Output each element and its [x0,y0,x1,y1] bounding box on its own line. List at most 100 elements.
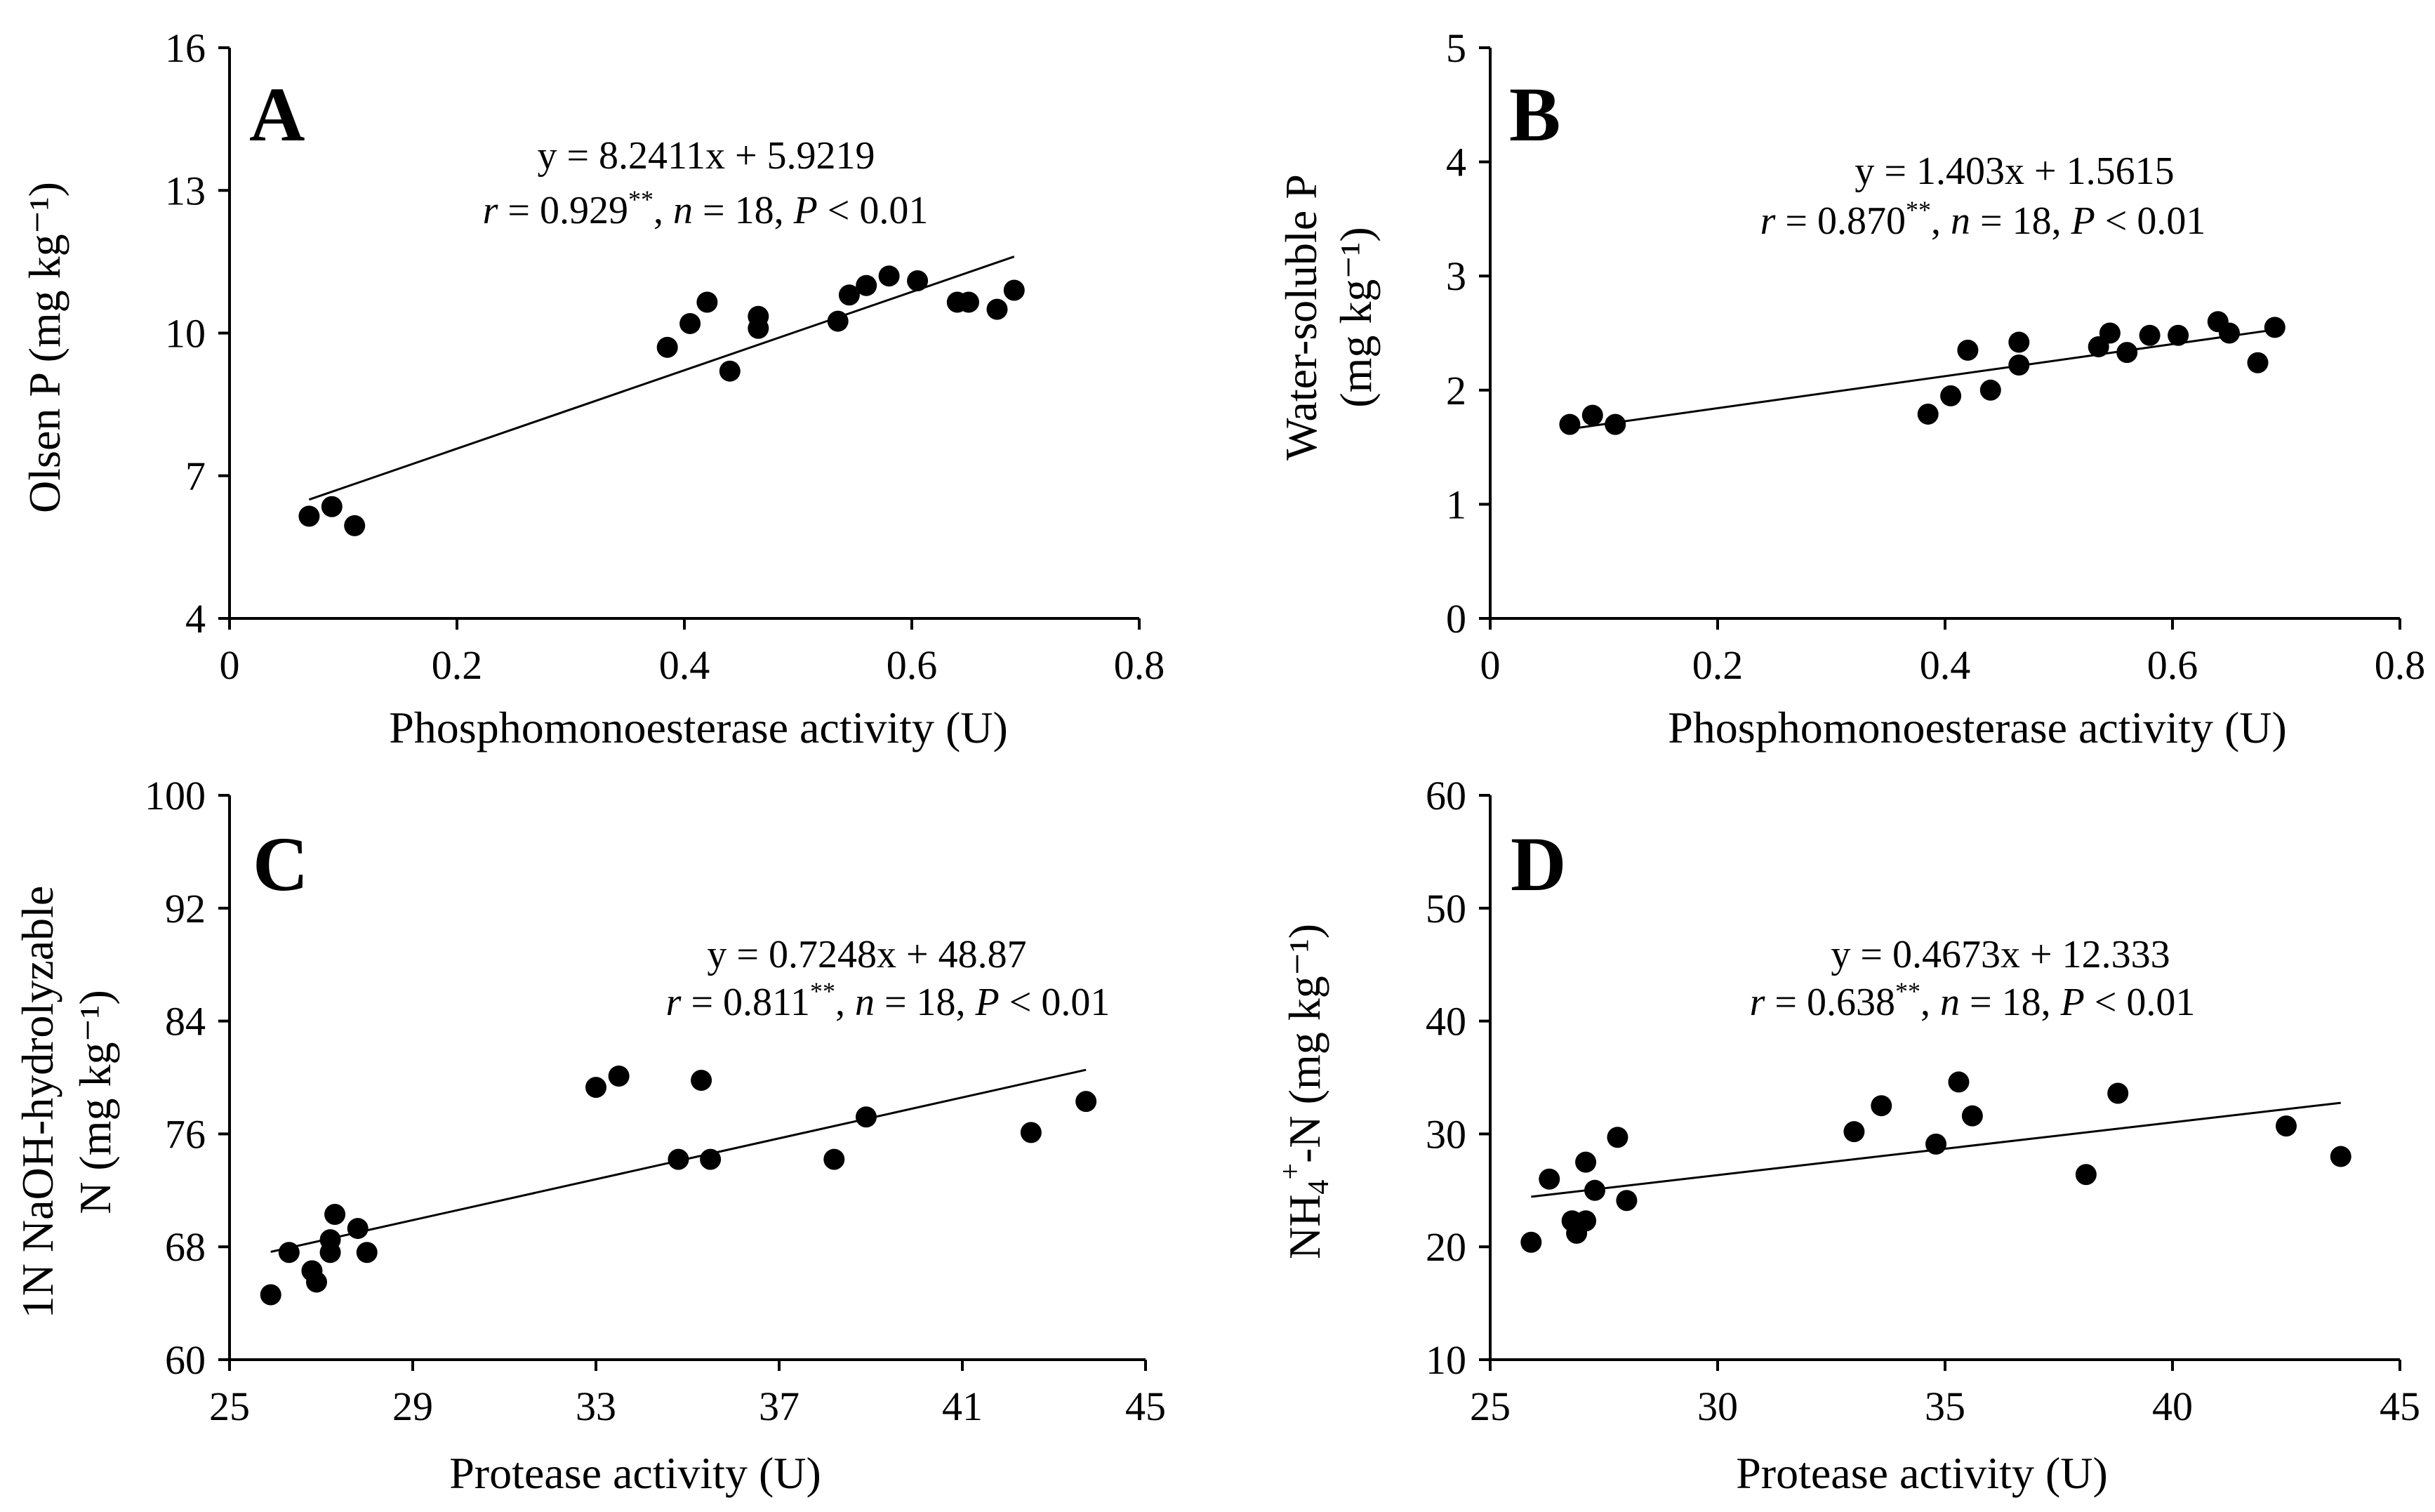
panel-b-letter: B [1509,72,1560,157]
panel-c-data-point [347,1218,369,1240]
panel-d-y-tick-label: 60 [1426,773,1466,818]
panel-a-data-point [827,310,849,332]
panel-a-letter: A [249,72,305,157]
panel-a-stats: r = 0.929**, n = 18, P < 0.01 [483,185,929,232]
panel-a-equation: y = 8.2411x + 5.9219 [537,134,875,178]
panel-d-data-point [1584,1179,1606,1201]
panel-b-data-point [1957,339,1979,361]
panel-a-x-tick-label: 0.2 [432,642,483,688]
panel-b-x-tick-label: 0.6 [2147,642,2198,688]
panel-c-data-point [855,1106,877,1128]
panel-b-data-point [2139,324,2161,346]
panel-a-plot: 4 7 10 13 16 0 0.2 0.4 0.6 0.8 [165,25,1165,688]
panel-c-data-point [608,1065,630,1087]
panel-a-x-tick-label: 0 [220,642,240,688]
panel-d-y-tick-label: 10 [1426,1337,1466,1383]
panel-c-data-point [1075,1091,1097,1113]
panel-c-y-tick-label: 60 [165,1337,206,1383]
panel-c-x-tick-label: 25 [209,1384,250,1429]
panel-c-data-point [668,1148,689,1170]
panel-a-y-tick-label: 13 [165,168,206,213]
panel-d-data-point [1616,1190,1638,1212]
panel-b-data-point [1979,379,2001,401]
panel-b-data-point [1940,385,1962,406]
panel-c-data-point [823,1148,845,1170]
panel-b-data-point [1581,404,1603,426]
panel-b-equation: y = 1.403x + 1.5615 [1855,150,2174,193]
panel-d-x-tick-label: 45 [2380,1384,2420,1429]
panel-d-ylabel: NH4+-N (mg kg⁻¹) [1275,924,1335,1259]
panel-d-stats: r = 0.638**, n = 18, P < 0.01 [1750,977,2196,1024]
panel-d-plot: 10 20 30 40 50 60 25 30 35 40 45 [1426,773,2420,1429]
panel-c-data-point [260,1284,281,1306]
panel-b-data-point [1559,413,1581,435]
panel-a-data-point [321,496,343,517]
panel-a-xlabel: Phosphomonoesterase activity (U) [389,703,1008,752]
panel-d-data-point [2330,1146,2351,1167]
panel-c-plot: 60 68 76 84 92 100 25 29 33 37 41 45 [145,773,1166,1429]
panel-a-data-point [696,291,718,313]
panel-a-data-point [298,505,320,527]
panel-b-data-point [2008,354,2030,376]
panel-d-data-point [1925,1133,1947,1155]
panel-d-data-point [1871,1095,1892,1117]
panel-c-data-point [278,1242,300,1264]
panel-a-trendline [308,256,1015,501]
panel-c-data-point [1020,1122,1042,1143]
panel-a-data-point [719,360,741,382]
panel-a-x-tick-label: 0.4 [659,642,710,688]
panel-b-x-tick-label: 0 [1480,642,1501,688]
panel-a-data-point [748,317,769,339]
panel-d-x-tick-label: 40 [2152,1384,2193,1429]
panel-c-y-tick-label: 68 [165,1224,206,1270]
panel-d-equation: y = 0.4673x + 12.333 [1831,933,2170,976]
panel-b-data-point [1917,403,1939,425]
panel-c-x-tick-label: 41 [942,1384,983,1429]
panel-a-data-point [344,515,366,536]
panel-c-data-point [585,1077,606,1099]
panel-d-x-tick-label: 25 [1470,1384,1511,1429]
panel-b-x-tick-label: 0.8 [2375,642,2426,688]
panel-c-data-point [324,1203,346,1225]
panel-d-xlabel: Protease activity (U) [1736,1448,2108,1498]
panel-b-ylabel: Water-soluble P (mg kg⁻¹) [1276,174,1381,460]
panel-c-equation: y = 0.7248x + 48.87 [707,933,1026,976]
panel-b-data-point [2008,331,2030,353]
panel-c-y-tick-label: 84 [165,999,206,1045]
panel-c-stats: r = 0.811**, n = 18, P < 0.01 [666,977,1110,1024]
panel-a-y-tick-label: 7 [185,453,206,499]
panel-d-data-point [2075,1164,2097,1186]
panel-d-data-point [1948,1071,1970,1093]
panel-b-x-tick-label: 0.4 [1920,642,1971,688]
panel-d-y-tick-label: 40 [1426,999,1466,1045]
panel-b-y-tick-label: 1 [1446,482,1466,527]
panel-d-letter: D [1511,821,1566,907]
panel-c-y-tick-label: 92 [165,886,206,931]
panel-b-y-tick-label: 3 [1446,253,1466,299]
panel-c-y-tick-label: 76 [165,1111,206,1157]
panel-c-x-tick-label: 29 [392,1384,433,1429]
panel-d-data-point [1843,1121,1865,1143]
panel-c-data-point [319,1229,341,1251]
panel-a-data-point [1003,279,1025,301]
panel-c-x-tick-label: 33 [576,1384,616,1429]
panel-b-y-tick-label: 0 [1446,596,1466,642]
panel-a-data-point [656,336,678,358]
panel-d-data-point [1539,1168,1560,1190]
panel-b-trendline [1570,329,2276,430]
panel-d-data-point [1520,1231,1542,1253]
panel-d-data-point [1607,1127,1628,1148]
panel-b: 0 1 2 3 4 5 0 0.2 0.4 0.6 0.8 B y = 1.403x + 1.561… [1276,25,2425,752]
panel-b-data-point [2168,324,2189,346]
panel-b-y-tick-label: 4 [1446,140,1466,185]
panel-b-y-tick-label: 2 [1446,368,1466,413]
panel-a-data-point [986,298,1008,320]
panel-c-x-tick-label: 37 [759,1384,799,1429]
panel-a-y-tick-label: 10 [165,311,206,357]
panel-d-x-tick-label: 35 [1925,1384,1965,1429]
panel-d-y-tick-label: 50 [1426,886,1466,931]
panel-b-stats: r = 0.870**, n = 18, P < 0.01 [1760,196,2206,243]
panel-a-data-point [958,291,979,313]
panel-a-x-tick-label: 0.6 [887,642,938,688]
